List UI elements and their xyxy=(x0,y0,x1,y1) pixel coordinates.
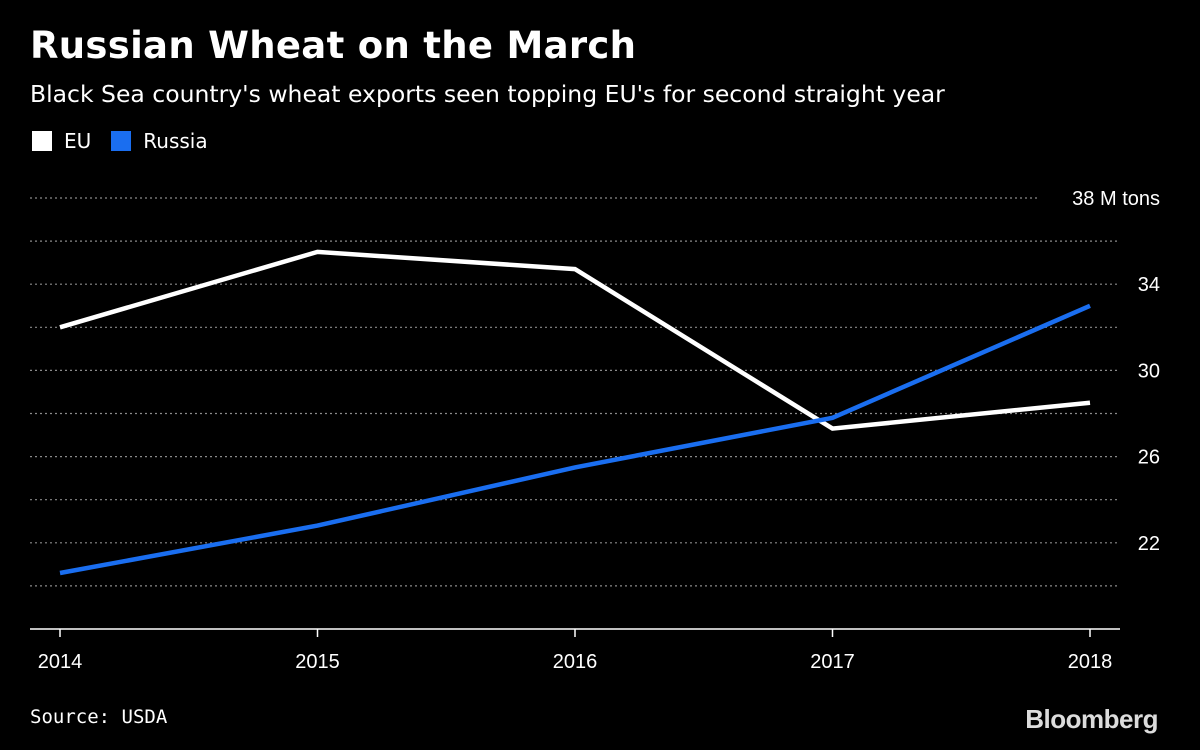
y-tick-label: 22 xyxy=(1138,533,1160,555)
y-tick-label: 30 xyxy=(1138,360,1160,382)
chart-title: Russian Wheat on the March xyxy=(30,24,637,67)
legend-label-eu: EU xyxy=(64,129,92,153)
y-tick-label: 26 xyxy=(1138,447,1160,469)
brand-logo: Bloomberg xyxy=(1025,704,1158,734)
x-tick-label: 2014 xyxy=(38,651,83,673)
gridlines xyxy=(30,197,1120,587)
chart-subtitle: Black Sea country's wheat exports seen t… xyxy=(30,80,945,108)
legend-swatch-russia xyxy=(111,131,132,151)
x-tick-label: 2015 xyxy=(295,651,340,673)
legend-label-russia: Russia xyxy=(143,129,208,153)
legend-swatch-eu xyxy=(32,131,52,151)
x-tick-label: 2017 xyxy=(810,651,855,673)
series-line-eu xyxy=(59,249,1091,431)
series-line-russia xyxy=(59,303,1091,576)
y-tick-label: 34 xyxy=(1138,274,1160,296)
legend-item-eu: EU xyxy=(32,129,91,153)
x-axis: 2014 2015 2016 2017 2018 xyxy=(30,628,1120,673)
series-lines xyxy=(59,249,1091,576)
y-axis-ticks: 22 26 30 34 38 M tons xyxy=(1072,188,1160,555)
legend-item-russia: Russia xyxy=(111,129,208,153)
legend: EU Russia xyxy=(32,129,228,153)
source-note: Source: USDA xyxy=(30,706,168,728)
x-tick-label: 2018 xyxy=(1068,651,1113,673)
x-tick-label: 2016 xyxy=(553,651,598,673)
y-tick-label: 38 M tons xyxy=(1072,188,1160,210)
